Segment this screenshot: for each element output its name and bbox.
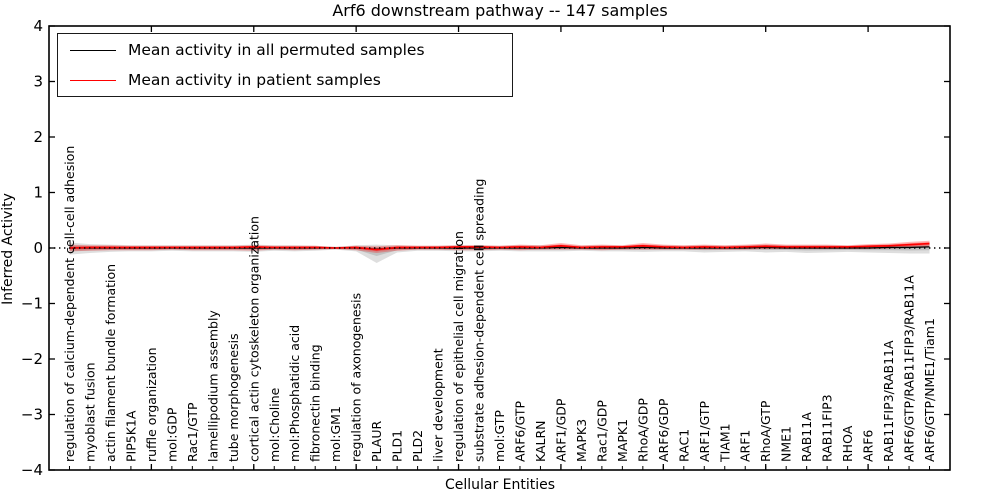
category-label: MAPK3 [574, 419, 589, 462]
category-label: fibronectin binding [308, 344, 323, 462]
legend-label-patient: Mean activity in patient samples [128, 71, 381, 89]
category-label: PLAUR [369, 421, 384, 462]
category-label: mol:Phosphatidic acid [287, 325, 302, 462]
category-label: ARF1/GDP [553, 398, 568, 462]
category-label: NME1 [779, 426, 794, 462]
category-label: ARF6/GDP [656, 398, 671, 462]
category-label: regulation of epithelial cell migration [451, 231, 466, 462]
category-label: TIAM1 [717, 423, 732, 463]
category-label: ARF1/GTP [697, 401, 712, 462]
category-label: regulation of axonogenesis [349, 293, 364, 462]
category-label: substrate adhesion-dependent cell spread… [472, 179, 487, 462]
y-axis-title: Inferred Activity [0, 193, 16, 305]
category-label: regulation of calcium-dependent cell-cel… [62, 146, 77, 462]
y-tick-label: 3 [33, 73, 43, 91]
y-tick-label: −2 [21, 350, 43, 368]
y-tick-label: 0 [33, 239, 43, 257]
y-tick-label: −3 [21, 406, 43, 424]
category-label: RAB11A [799, 412, 814, 462]
legend-label-permuted: Mean activity in all permuted samples [128, 41, 425, 59]
category-label: ARF6/GTP [512, 401, 527, 462]
category-label: tube morphogenesis [226, 333, 241, 462]
category-label: RhoA/GDP [635, 398, 650, 462]
category-label: MAPK1 [615, 419, 630, 462]
category-label: RhoA/GTP [758, 400, 773, 462]
category-label: lamellipodium assembly [205, 310, 220, 462]
legend-item-patient: Mean activity in patient samples [58, 66, 512, 94]
category-label: mol:Choline [267, 387, 282, 462]
category-label: ruffle organization [144, 347, 159, 462]
chart-title: Arf6 downstream pathway -- 147 samples [332, 1, 668, 20]
category-label: Rac1/GDP [594, 400, 609, 462]
category-label: RHOA [840, 425, 855, 462]
category-label: PIP5K1A [123, 410, 138, 462]
y-tick-label: 2 [33, 128, 43, 146]
category-label: PLD2 [410, 430, 425, 462]
legend: Mean activity in all permuted samples Me… [57, 33, 513, 97]
black-line-swatch-icon [70, 49, 116, 51]
y-tick-label: 4 [33, 17, 43, 35]
category-label: ARF6/GTP/RAB11FIP3/RAB11A [902, 275, 917, 462]
category-label: liver development [431, 348, 446, 462]
category-label: Rac1/GTP [185, 402, 200, 462]
y-tick-label: −1 [21, 295, 43, 313]
category-label: ARF6 [861, 430, 876, 462]
category-label: RAB11FIP3 [820, 394, 835, 462]
category-label: RAC1 [676, 429, 691, 462]
y-tick-label: 1 [33, 184, 43, 202]
category-label: myoblast fusion [82, 362, 97, 462]
category-label: mol:GM1 [328, 406, 343, 462]
category-label: ARF1 [738, 430, 753, 462]
x-axis-title: Cellular Entities [444, 477, 556, 493]
y-tick-label: −4 [21, 461, 43, 479]
category-label: RAB11FIP3/RAB11A [881, 340, 896, 462]
category-label: actin filament bundle formation [103, 264, 118, 462]
red-line-swatch-icon [70, 79, 116, 81]
category-label: mol:GTP [492, 410, 507, 462]
category-label: PLD1 [390, 430, 405, 462]
category-label: ARF6/GTP/NME1/Tiam1 [922, 318, 937, 462]
category-label: KALRN [533, 420, 548, 462]
legend-item-permuted: Mean activity in all permuted samples [58, 36, 512, 64]
category-label: cortical actin cytoskeleton organization [246, 216, 261, 462]
category-label: mol:GDP [164, 407, 179, 462]
